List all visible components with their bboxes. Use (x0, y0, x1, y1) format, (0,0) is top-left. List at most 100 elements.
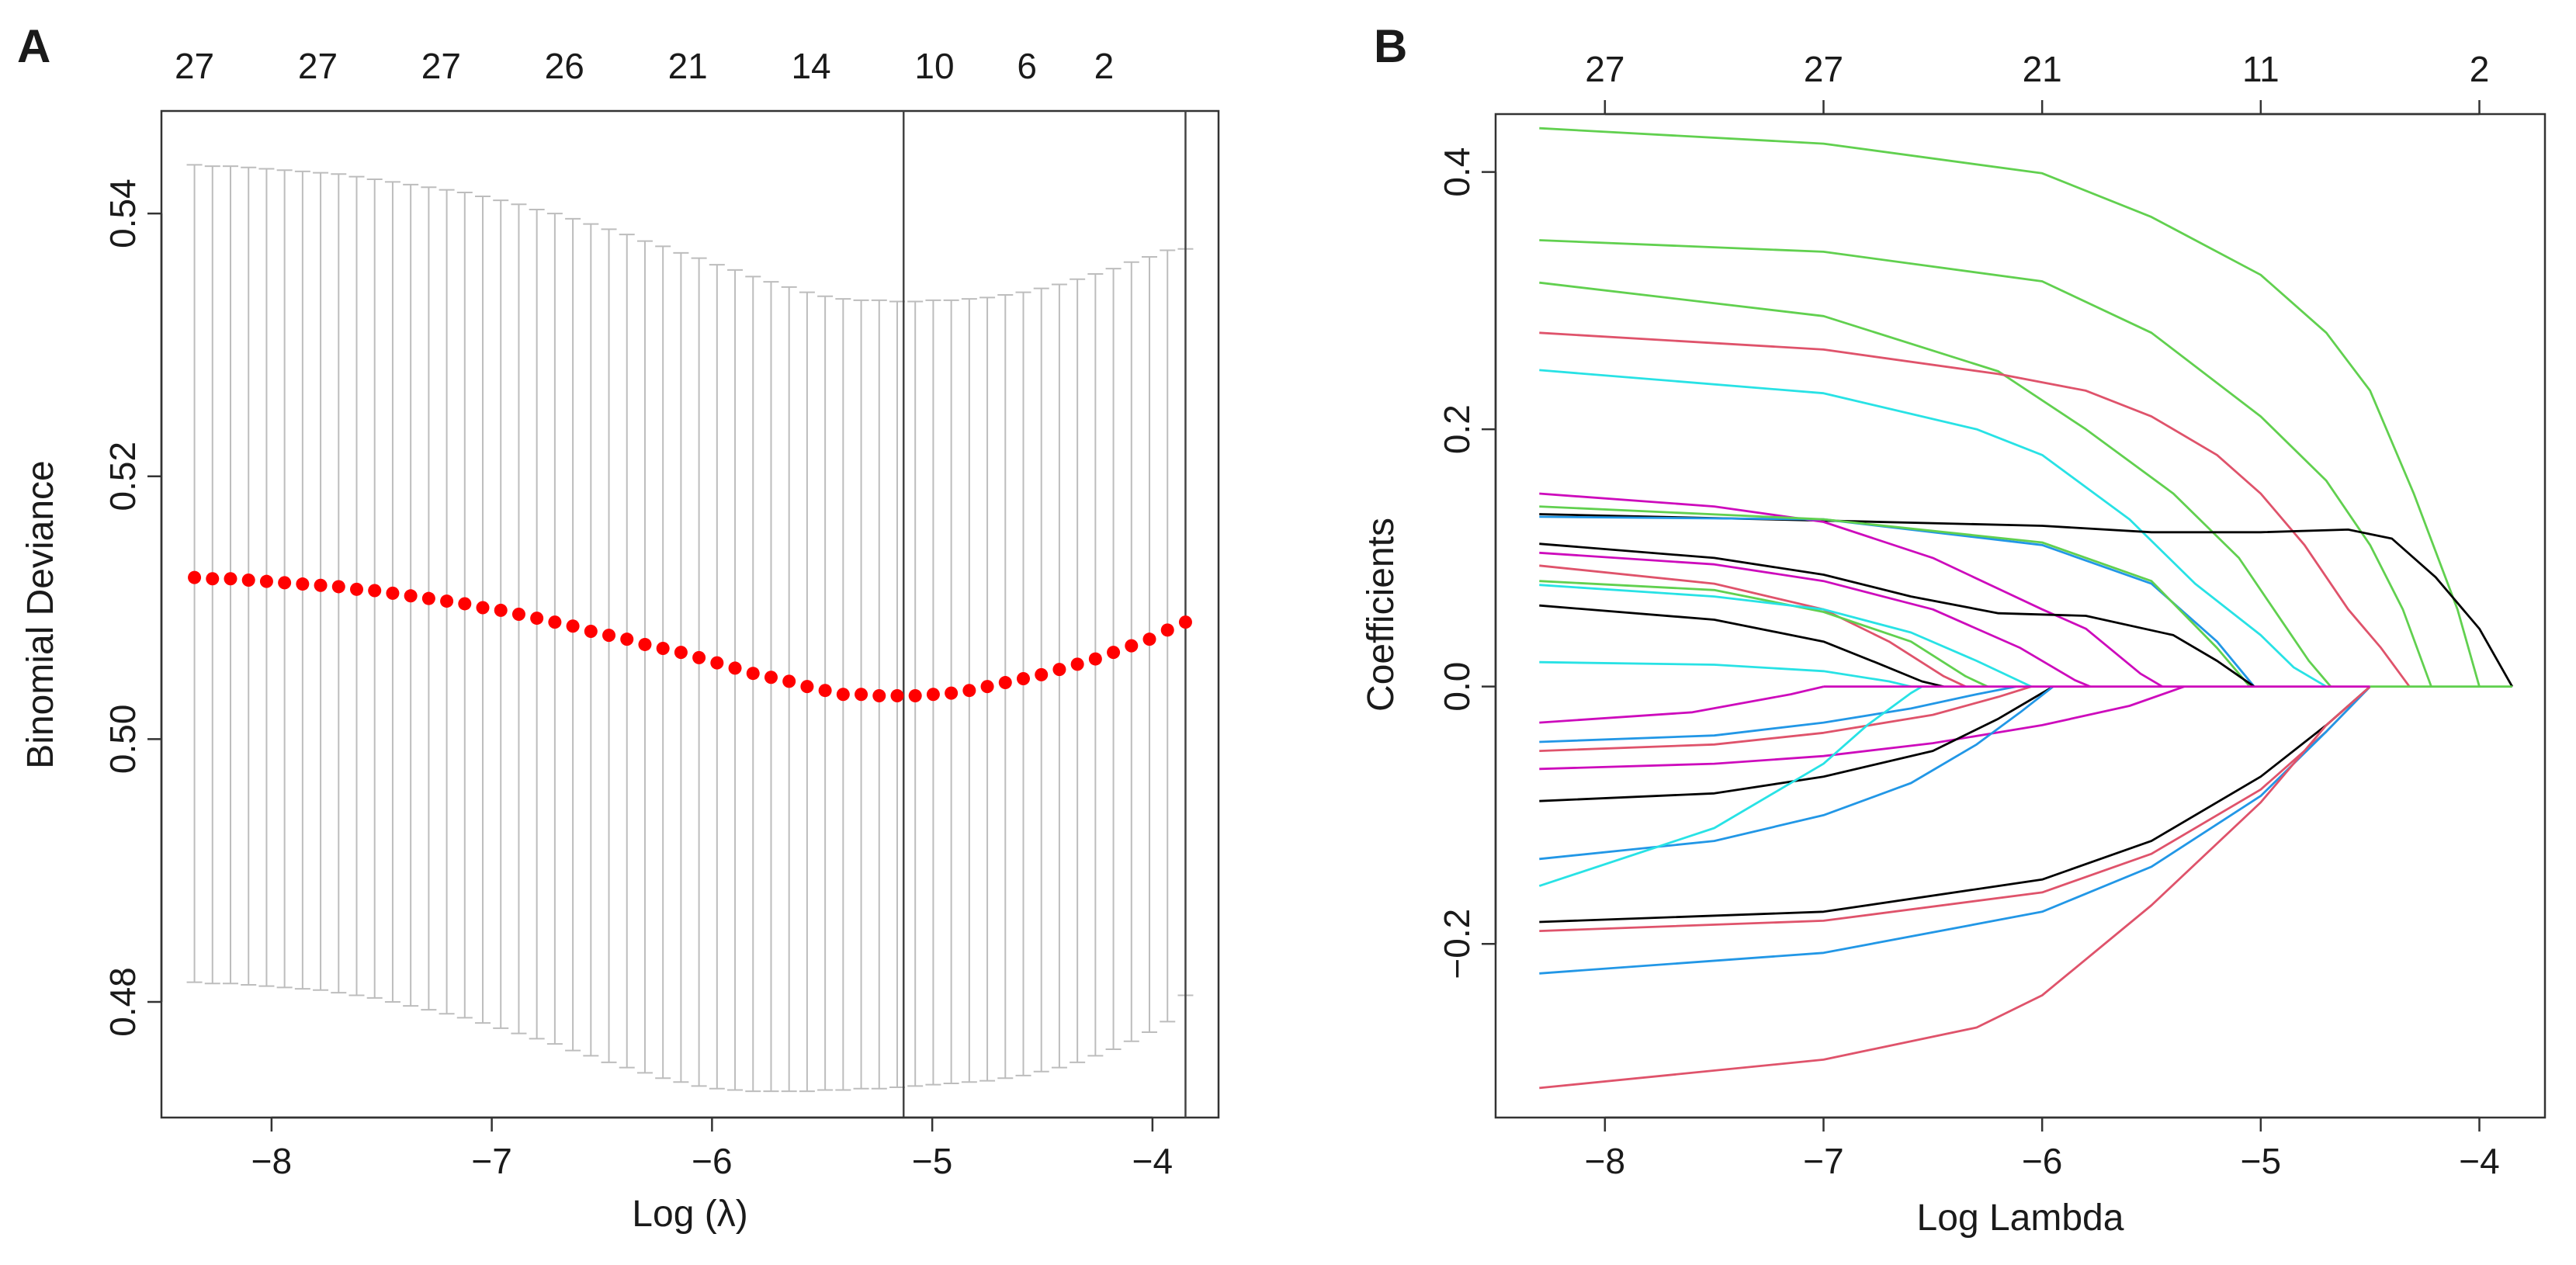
top-tick-label: 26 (545, 46, 584, 86)
x-tick-label: −8 (1585, 1141, 1625, 1181)
coefficient-line-black-5 (1539, 685, 2371, 924)
top-tick-label: 27 (1804, 49, 1843, 89)
deviance-point (1070, 657, 1084, 671)
deviance-point (368, 584, 382, 598)
coefficient-line-cyan-2 (1539, 584, 2032, 688)
coefficient-line-green-1 (1539, 126, 2481, 688)
deviance-point (188, 570, 202, 584)
panel-a-cv-deviance-plot: A −8 −7 −6 −5 −4 0.480.500.520.54 27 27 27 26 21… (17, 20, 1220, 1235)
coefficient-line-red-3 (1539, 685, 2032, 752)
deviance-point (890, 688, 904, 702)
deviance-point (620, 632, 634, 646)
top-tick-label: 21 (2023, 49, 2062, 89)
deviance-point (1142, 632, 1156, 646)
panel-a-error-bars (186, 164, 1194, 1093)
coefficient-line-cyan-1 (1539, 369, 2328, 688)
coefficient-line-magenta-3 (1539, 685, 1824, 724)
top-tick-label: 10 (914, 46, 954, 86)
y-tick-label: 0.54 (102, 178, 143, 248)
coefficient-line-black-3 (1539, 604, 1944, 688)
deviance-point (241, 573, 255, 587)
deviance-point (259, 574, 273, 588)
deviance-point (566, 619, 580, 633)
top-tick-label: 2 (2470, 49, 2490, 89)
top-tick-label: 2 (1094, 46, 1115, 86)
deviance-point (908, 688, 922, 702)
y-tick-label: 0.4 (1437, 147, 1477, 197)
deviance-point (1178, 615, 1192, 629)
top-tick-label: 27 (421, 46, 461, 86)
x-tick-label: −4 (1132, 1141, 1173, 1181)
top-tick-label: 21 (668, 46, 708, 86)
coefficient-line-blue-1 (1539, 515, 2255, 688)
deviance-point (872, 688, 886, 702)
coefficient-line-blue-2 (1539, 685, 2016, 743)
coefficient-line-green-5 (1539, 580, 1988, 688)
deviance-point (440, 594, 454, 608)
x-tick-label: −6 (2022, 1141, 2062, 1181)
y-tick-label: −0.2 (1437, 909, 1477, 979)
deviance-point (494, 603, 508, 617)
top-tick-label: 27 (175, 46, 214, 86)
deviance-point (224, 572, 237, 586)
y-tick-label: 0.48 (102, 967, 143, 1037)
deviance-point (314, 578, 328, 592)
coefficient-line-magenta-4 (1539, 685, 2185, 771)
coefficient-line-magenta-2 (1539, 551, 2091, 688)
panel-a-y-axis: 0.48 0.50 0.52 0.54 (102, 178, 163, 1037)
deviance-point (1016, 671, 1030, 685)
x-tick-label: −5 (912, 1141, 952, 1181)
coefficient-line-black-2 (1539, 542, 2255, 688)
x-tick-label: −7 (1803, 1141, 1843, 1181)
panel-a-label: A (17, 20, 50, 72)
deviance-point (421, 591, 435, 605)
deviance-point (1035, 667, 1049, 681)
deviance-point (206, 572, 220, 586)
x-tick-label: −7 (471, 1141, 511, 1181)
deviance-point (980, 680, 994, 694)
deviance-point (1125, 639, 1139, 653)
top-tick-label: 27 (1585, 49, 1624, 89)
panel-b-coefficient-path-plot: B −8 −7 −6 −5 −4 −0.2 0.0 0.2 0.4 27 27 21 11 2 Log… (1361, 20, 2547, 1239)
deviance-point (855, 688, 868, 702)
coefficient-line-black-1 (1539, 513, 2514, 688)
x-tick-label: −5 (2241, 1141, 2281, 1181)
deviance-point (458, 597, 472, 611)
y-tick-label: 0.0 (1437, 662, 1477, 712)
panel-a-top-axis: 27 27 27 26 21 14 10 6 2 (175, 46, 1114, 86)
deviance-point (800, 680, 814, 694)
x-tick-label: −4 (2459, 1141, 2499, 1181)
deviance-point (926, 688, 940, 702)
coefficient-line-blue-4 (1539, 685, 2371, 975)
coefficient-line-green-4 (1539, 505, 2251, 688)
top-tick-label: 11 (2242, 49, 2280, 89)
panel-b-y-axis: −0.2 0.0 0.2 0.4 (1437, 147, 1497, 979)
coefficient-line-black-4 (1539, 685, 2054, 802)
top-tick-label: 14 (791, 46, 830, 86)
deviance-point (296, 577, 310, 591)
deviance-point (818, 684, 832, 698)
deviance-point (1052, 663, 1066, 677)
deviance-point (584, 625, 598, 639)
y-tick-label: 0.52 (102, 442, 143, 511)
deviance-point (476, 601, 490, 615)
deviance-point (728, 661, 742, 675)
deviance-point (746, 667, 760, 681)
deviance-point (998, 676, 1012, 690)
panel-a-deviance-points (188, 570, 1192, 702)
deviance-point (1088, 652, 1102, 666)
panel-b-plot-frame (1494, 113, 2547, 1119)
y-tick-label: 0.2 (1437, 404, 1477, 454)
deviance-point (548, 615, 562, 629)
coefficient-line-red-1 (1539, 331, 2411, 688)
deviance-point (674, 646, 688, 660)
deviance-point (404, 589, 418, 603)
coefficient-line-green-3 (1539, 281, 2332, 688)
deviance-point (386, 586, 400, 600)
coefficient-line-green-2 (1539, 239, 2432, 688)
deviance-point (530, 612, 544, 626)
deviance-point (511, 608, 525, 621)
y-tick-label: 0.50 (102, 705, 143, 775)
coefficient-line-blue-3 (1539, 685, 2054, 861)
coefficient-line-red-2 (1539, 564, 1967, 688)
